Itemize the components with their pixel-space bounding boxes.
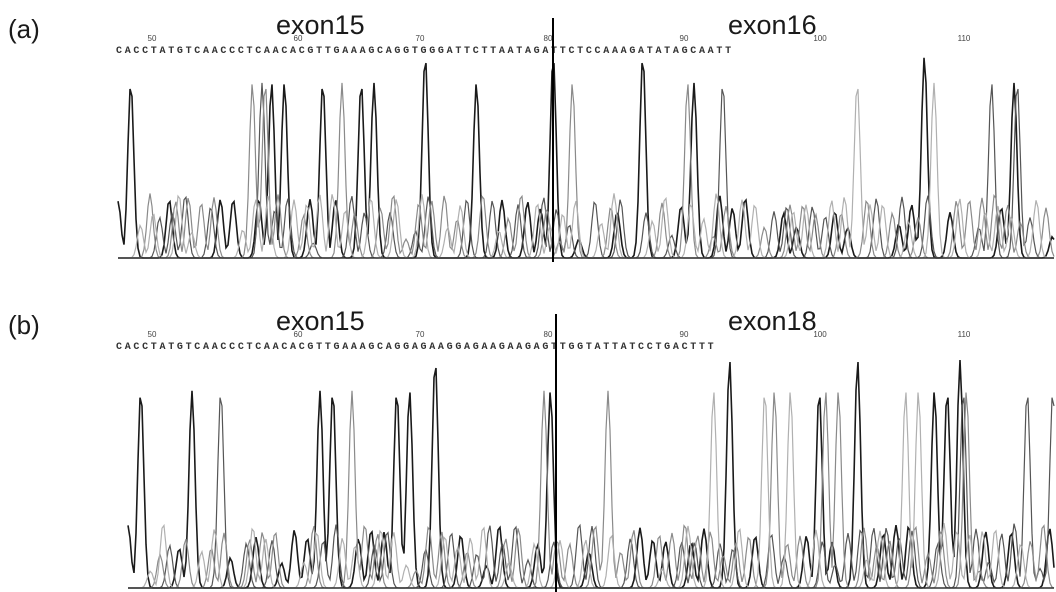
tick-label: 100 <box>813 34 827 43</box>
exon-label-left-b: exon15 <box>276 306 365 336</box>
tick-label: 70 <box>415 34 425 43</box>
chromatogram-panel-b: (b) exon15 exon18 50 60 70 80 90 100 110… <box>0 296 1056 592</box>
tick-label: 80 <box>543 330 553 339</box>
exon-label-right-a: exon16 <box>728 10 817 40</box>
tick-label: 100 <box>813 330 827 339</box>
tick-label: 80 <box>543 34 553 43</box>
exon-label-left-a: exon15 <box>276 10 365 40</box>
tick-label: 90 <box>679 330 689 339</box>
chromatogram-panel-a: (a) exon15 exon16 50 60 70 80 90 100 110… <box>0 10 1056 262</box>
tick-label: 60 <box>293 34 303 43</box>
chromatogram-trace-b <box>127 314 1055 592</box>
trace-line <box>118 82 1054 259</box>
base-call-sequence-a: CACCTATGTCAACCCTCAACACGTTGAAAGCAGGTGGGAT… <box>116 46 734 57</box>
exon-label-right-b: exon18 <box>728 306 817 336</box>
position-ticks-a: 50 60 70 80 90 100 110 <box>0 34 1056 46</box>
tick-label: 110 <box>957 34 971 43</box>
base-call-sequence-b: CACCTATGTCAACCCTCAACACGTTGAAAGCAGGAGAAGG… <box>116 342 717 353</box>
tick-label: 110 <box>957 330 971 339</box>
tick-label: 50 <box>147 330 157 339</box>
chromatogram-trace-a <box>117 18 1055 262</box>
tick-label: 50 <box>147 34 157 43</box>
position-ticks-b: 50 60 70 80 90 100 110 <box>0 330 1056 342</box>
tick-label: 90 <box>679 34 689 43</box>
panel-label-b: (b) <box>8 310 40 340</box>
panel-label-a: (a) <box>8 14 40 44</box>
tick-label: 60 <box>293 330 303 339</box>
tick-label: 70 <box>415 330 425 339</box>
